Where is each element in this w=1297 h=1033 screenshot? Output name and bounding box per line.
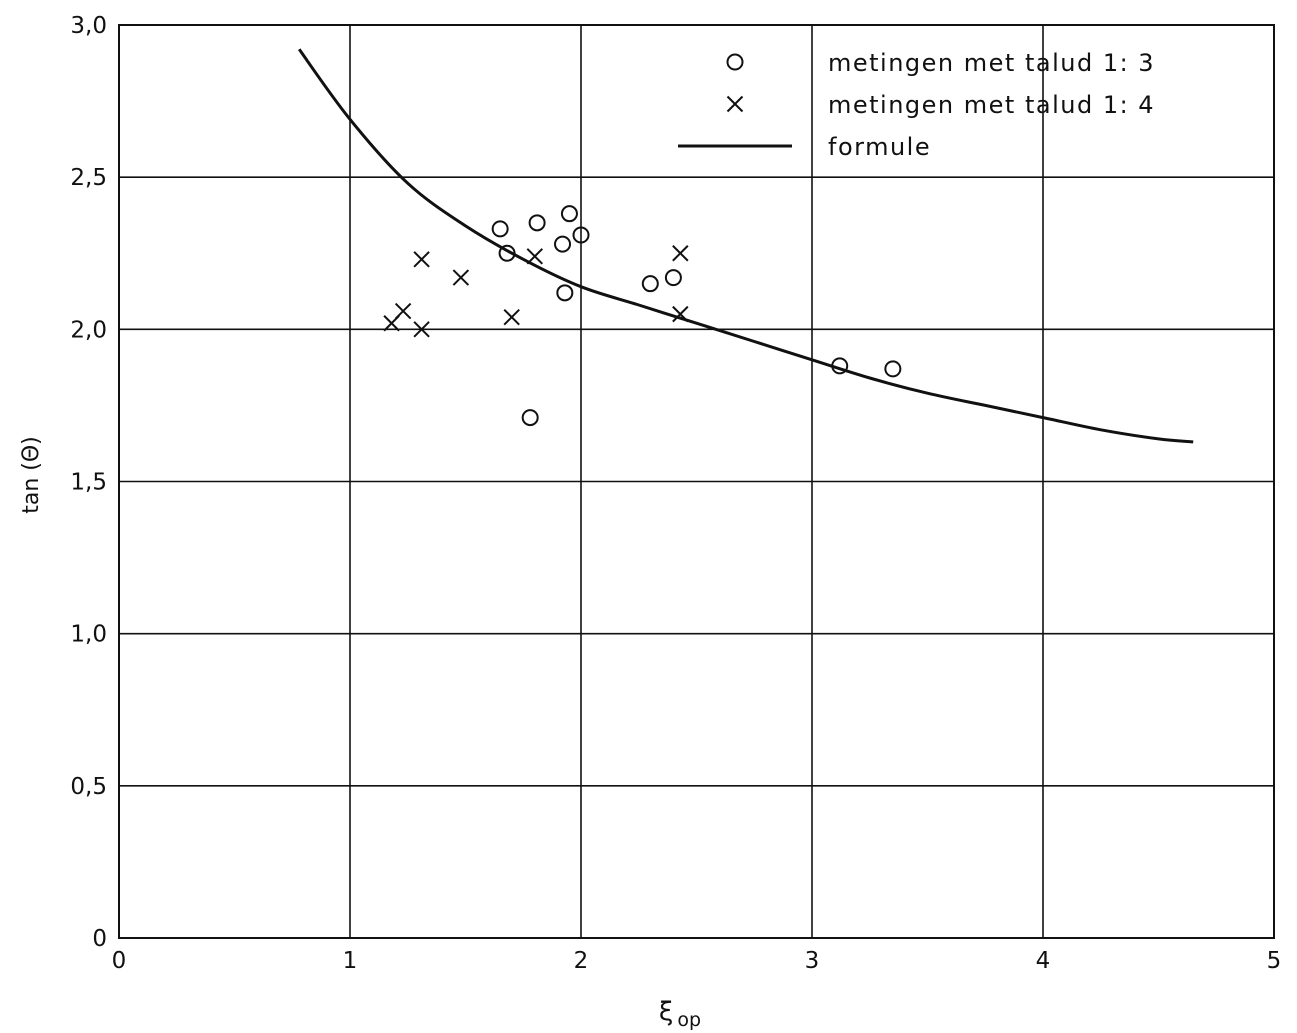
data-point-talud-1-4 — [526, 248, 544, 265]
data-point-talud-1-3 — [831, 357, 849, 375]
data-point-talud-1-3 — [491, 220, 509, 238]
data-point-talud-1-3 — [556, 284, 574, 302]
x-tick-label: 1 — [343, 948, 358, 974]
legend-label: metingen met talud 1: 4 — [828, 91, 1155, 119]
data-point-talud-1-3 — [884, 360, 902, 378]
legend-symbol-cross — [726, 95, 744, 113]
x-tick-label: 2 — [574, 948, 589, 974]
x-tick-label: 5 — [1267, 948, 1282, 974]
y-tick-label: 1,0 — [70, 622, 107, 648]
x-tick-label: 3 — [805, 948, 820, 974]
data-point-talud-1-3 — [560, 205, 578, 223]
x-axis-label-subscript: op — [677, 1009, 701, 1031]
data-point-talud-1-3 — [664, 269, 682, 287]
formula-curve-layer — [297, 48, 1194, 444]
data-point-talud-1-4 — [413, 321, 430, 338]
y-tick-label: 1,5 — [70, 470, 107, 496]
y-tick-labels: 0 0,5 1,0 1,5 2,0 2,5 3,0 — [70, 13, 107, 952]
data-point-talud-1-3 — [641, 275, 659, 293]
y-tick-label: 2,0 — [70, 317, 107, 343]
x-tick-label: 0 — [112, 948, 127, 974]
markers — [383, 205, 902, 427]
legend-symbol-circle — [726, 53, 744, 71]
data-point-talud-1-4 — [503, 308, 520, 326]
grid — [118, 24, 1275, 939]
formula-curve — [297, 48, 1194, 444]
data-point-talud-1-4 — [672, 245, 689, 262]
x-tick-labels: 0 1 2 3 4 5 — [112, 948, 1282, 974]
data-point-talud-1-3 — [521, 409, 539, 427]
data-point-talud-1-3 — [528, 214, 546, 232]
y-tick-label: 0,5 — [70, 774, 107, 800]
y-tick-label: 2,5 — [70, 165, 107, 191]
data-point-talud-1-4 — [672, 305, 689, 323]
legend-label: metingen met talud 1: 3 — [828, 49, 1155, 77]
data-point-talud-1-3 — [554, 235, 572, 253]
data-point-talud-1-3 — [498, 244, 516, 262]
y-tick-label: 3,0 — [70, 13, 107, 39]
data-point-talud-1-4 — [394, 302, 412, 320]
data-point-talud-1-3 — [572, 226, 590, 244]
x-axis-label: ξ op — [659, 997, 701, 1031]
x-axis-label-symbol: ξ — [659, 997, 674, 1027]
legend: metingen met talud 1: 3 metingen met talu… — [678, 49, 1155, 161]
x-tick-label: 4 — [1036, 948, 1051, 974]
legend-label: formule — [828, 133, 931, 161]
data-point-talud-1-4 — [452, 269, 470, 286]
data-point-talud-1-4 — [413, 251, 430, 268]
y-axis-label: tan (Θ) — [19, 436, 44, 514]
y-tick-label: 0 — [92, 926, 107, 952]
